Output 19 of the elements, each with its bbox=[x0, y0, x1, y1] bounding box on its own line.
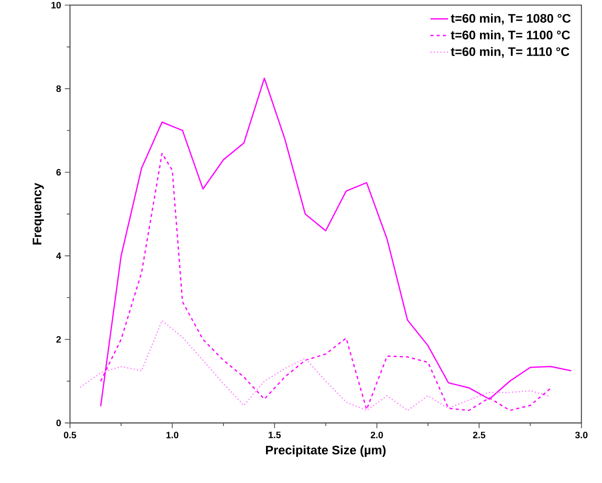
x-tick-label: 1.0 bbox=[166, 432, 178, 438]
y-tick-label: 10 bbox=[51, 2, 61, 9]
x-tick-label: 2.5 bbox=[473, 432, 486, 438]
y-tick-label: 0 bbox=[56, 420, 61, 426]
line-series bbox=[80, 320, 552, 412]
y-axis-title: Frequency bbox=[32, 183, 44, 245]
legend-label: t=60 min, T= 1110 °C bbox=[450, 47, 570, 58]
x-axis-title: Precipitate Size (µm) bbox=[266, 446, 386, 458]
y-tick-label: 4 bbox=[56, 252, 62, 260]
line-series bbox=[100, 78, 572, 408]
x-tick-label: 0.5 bbox=[64, 432, 76, 438]
legend-label: t=60 min, T= 1080 °C bbox=[450, 14, 571, 25]
x-tick-label: 3.0 bbox=[575, 432, 588, 438]
x-tick-label: 1.5 bbox=[268, 432, 281, 438]
y-tick-label: 8 bbox=[56, 86, 61, 92]
y-tick-label: 6 bbox=[56, 169, 61, 176]
legend-label: t=60 min, T= 1100 °C bbox=[450, 30, 570, 42]
y-tick-label: 2 bbox=[56, 336, 61, 343]
x-tick-label: 2.0 bbox=[370, 432, 383, 438]
